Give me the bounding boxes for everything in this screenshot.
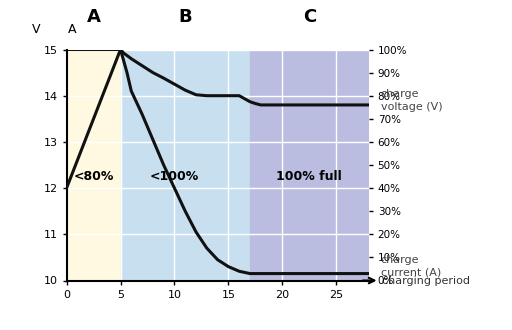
Bar [67, 50, 120, 280]
Text: <80%: <80% [73, 170, 114, 183]
Text: charge
voltage (V): charge voltage (V) [381, 89, 442, 112]
Text: 100% full: 100% full [276, 170, 342, 183]
Text: V: V [32, 23, 40, 36]
Bar [250, 50, 369, 280]
Text: charging period: charging period [381, 276, 470, 285]
Text: B: B [178, 8, 192, 26]
Text: charge
current (A): charge current (A) [381, 255, 441, 278]
Text: <100%: <100% [150, 170, 199, 183]
Text: C: C [303, 8, 316, 26]
Bar [120, 50, 250, 280]
Text: A: A [68, 23, 77, 36]
Text: A: A [87, 8, 100, 26]
